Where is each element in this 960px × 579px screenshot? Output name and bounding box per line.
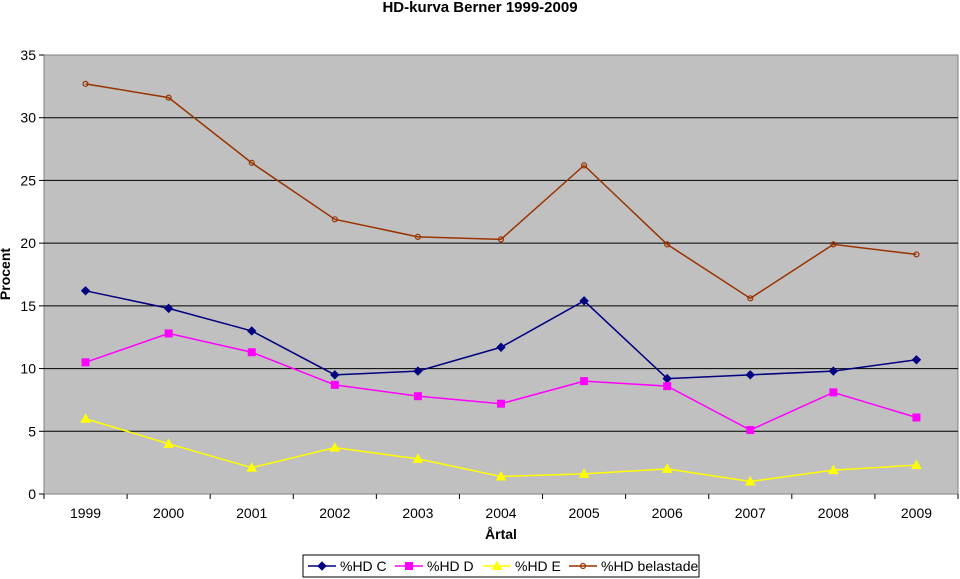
x-tick-label: 2009: [901, 505, 932, 521]
y-tick-label: 5: [28, 423, 36, 439]
y-tick-label: 10: [20, 361, 36, 377]
y-axis-ticks: 0 5 10 15 20 25 30 35: [20, 47, 44, 502]
y-tick-label: 20: [20, 235, 36, 251]
x-tick-label: 2004: [485, 505, 516, 521]
x-tick-label: 2000: [153, 505, 184, 521]
x-axis-label: Årtal: [485, 526, 517, 542]
data-point: [246, 462, 258, 472]
y-tick-label: 0: [28, 486, 36, 502]
legend-item: %HD C: [308, 558, 387, 574]
series-line: [85, 83, 917, 300]
plot-area: [43, 54, 959, 495]
x-tick-label: 2008: [818, 505, 849, 521]
data-point: [913, 251, 920, 258]
series-1: [80, 286, 922, 384]
data-point: [80, 413, 91, 423]
data-point: [82, 80, 89, 87]
data-point: [664, 241, 671, 248]
data-point: [247, 326, 257, 336]
data-point: [330, 370, 340, 380]
data-point: [911, 459, 922, 470]
data-point: [911, 355, 922, 365]
x-tick-label: 1999: [70, 505, 101, 521]
chart-title: HD-kurva Berner 1999-2009: [382, 0, 577, 16]
data-point: [414, 233, 422, 240]
data-point: [330, 380, 339, 389]
data-point: [412, 453, 424, 463]
y-tick-label: 15: [20, 298, 36, 314]
data-point: [828, 366, 839, 376]
data-point: [745, 370, 755, 380]
data-point: [248, 159, 255, 166]
data-point: [580, 162, 588, 169]
legend-marker: [317, 561, 327, 571]
legend-item: %HD E: [483, 558, 561, 574]
y-axis-label: Procent: [0, 248, 13, 300]
legend-label: %HD D: [427, 558, 474, 574]
x-tick-label: 2002: [319, 505, 350, 521]
data-point: [912, 413, 921, 422]
data-point: [663, 382, 672, 391]
data-point: [413, 366, 423, 376]
data-point: [413, 392, 422, 401]
data-point: [661, 463, 673, 473]
x-tick-label: 2006: [652, 505, 683, 521]
legend-item: %HD belastade: [569, 558, 698, 574]
data-point: [81, 358, 90, 367]
legend: %HD C %HD D %HD E %HD belastade: [302, 554, 700, 578]
data-point: [744, 475, 756, 486]
data-point: [163, 303, 174, 314]
data-point: [746, 426, 755, 435]
data-point: [497, 399, 505, 408]
data-point: [165, 94, 172, 101]
y-tick-label: 35: [20, 47, 36, 63]
legend-label: %HD E: [515, 558, 561, 574]
data-point: [578, 468, 590, 478]
series-layer: [80, 80, 922, 486]
legend-item: %HD D: [395, 558, 474, 574]
data-point: [80, 286, 91, 296]
legend-label: %HD C: [340, 558, 387, 574]
data-point: [579, 296, 589, 306]
data-point: [164, 329, 173, 338]
legend-marker: [491, 560, 503, 570]
data-point: [496, 342, 506, 352]
legend-marker: [405, 562, 413, 570]
x-tick-label: 2007: [735, 505, 766, 521]
legend-marker: [579, 562, 587, 570]
data-point: [580, 377, 589, 386]
x-tick-label: 2001: [236, 505, 267, 521]
series-3: [80, 413, 922, 486]
series-4: [82, 80, 920, 302]
data-point: [331, 216, 338, 223]
data-point: [329, 442, 341, 452]
legend-label: %HD belastade: [601, 558, 698, 574]
data-point: [247, 348, 256, 357]
y-tick-label: 25: [20, 172, 36, 188]
x-tick-label: 2005: [569, 505, 600, 521]
data-point: [747, 295, 754, 302]
data-point: [163, 438, 174, 448]
x-tick-label: 2003: [402, 505, 433, 521]
data-point: [828, 464, 839, 475]
y-tick-label: 30: [20, 110, 36, 126]
data-point: [829, 388, 838, 397]
grid-lines: [44, 117, 958, 432]
x-axis-ticks: 1999 2000 2001 2002 2003 2004 2005 2006 2007 2008…: [43, 494, 959, 521]
data-point: [830, 241, 837, 248]
data-point: [497, 236, 505, 243]
series-2: [81, 329, 921, 435]
data-point: [495, 470, 507, 481]
